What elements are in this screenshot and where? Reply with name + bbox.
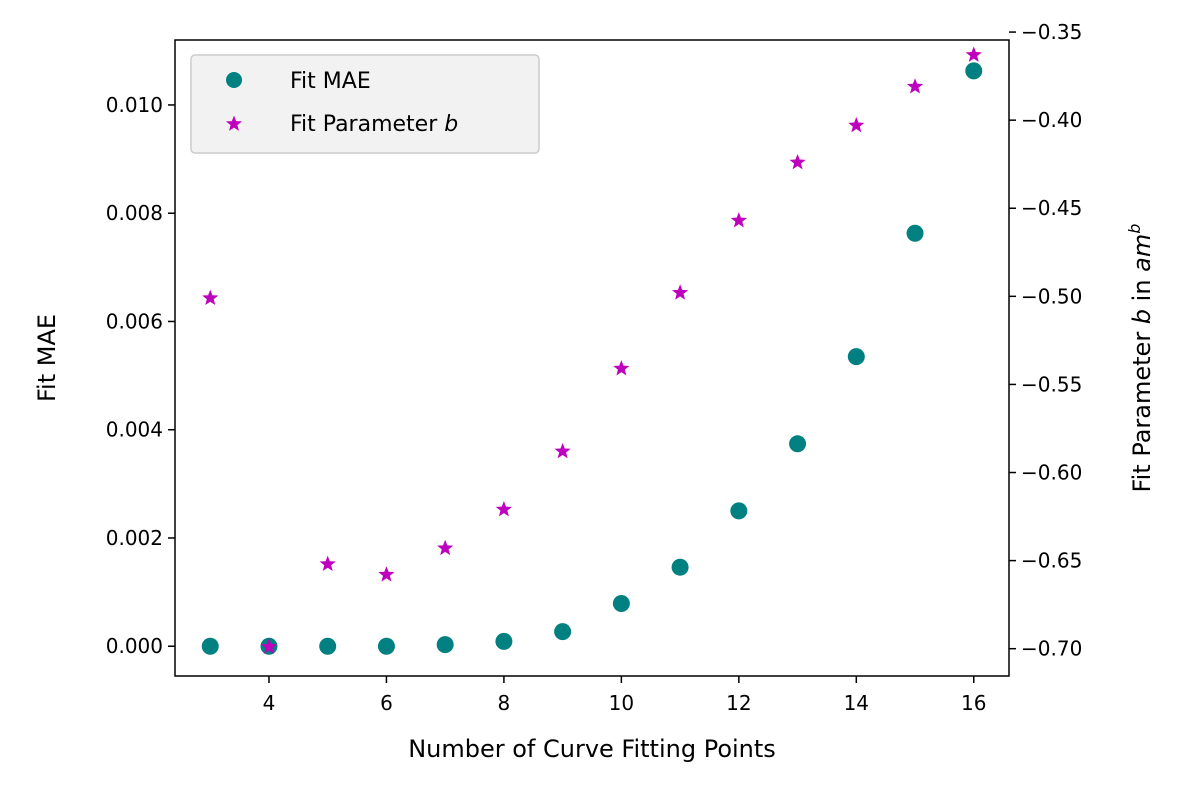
right-y-axis-ticks: −0.70 −0.65 −0.60 −0.55 −0.50 −0.45 −0.40 −0.35 [1009,20,1082,661]
data-point-fit-parameter-b [672,284,689,300]
data-point-fit-mae [377,637,395,655]
data-point-fit-parameter-b [906,78,924,94]
right-y-tick-label: −0.50 [1021,284,1082,308]
data-point-fit-parameter-b [495,501,512,517]
data-point-fit-mae [319,637,337,655]
right-y-axis-title-sup: b [1125,224,1144,234]
data-point-fit-mae [554,623,572,641]
x-axis-ticks: 4 6 8 10 12 14 16 [263,676,986,715]
left-y-tick-label: 0.002 [106,526,163,550]
x-tick-label: 8 [498,691,511,715]
legend-marker-fit-mae [226,72,242,88]
right-y-axis-title: Fit Parameter b in amb [1125,224,1156,493]
right-y-tick-label: −0.70 [1021,637,1082,661]
data-point-fit-mae [730,502,748,520]
data-point-fit-mae [495,632,513,650]
legend-label-fit-parameter-b: Fit Parameter b [290,112,458,137]
data-point-fit-mae [671,558,689,576]
data-point-fit-parameter-b [378,566,395,582]
data-point-fit-mae [847,348,865,366]
legend-marker-fit-parameter-b [225,115,243,131]
left-y-axis-ticks: 0.000 0.002 0.004 0.006 0.008 0.010 [106,93,175,658]
data-point-fit-parameter-b [202,289,219,305]
x-tick-label: 6 [380,691,393,715]
series-fit-mae [201,62,983,655]
data-point-fit-mae [612,594,630,612]
data-point-fit-parameter-b [554,442,571,459]
right-y-axis-title-var: b [1128,309,1156,324]
data-point-fit-parameter-b [613,360,630,376]
left-y-axis-title: Fit MAE [33,314,61,402]
left-y-tick-label: 0.008 [106,201,163,225]
legend: Fit MAE Fit Parameter b [190,54,540,154]
data-point-fit-mae [906,224,924,242]
right-y-tick-label: −0.40 [1021,108,1082,132]
data-point-fit-parameter-b [789,153,806,170]
x-tick-label: 12 [726,691,751,715]
x-axis-title: Number of Curve Fitting Points [408,735,776,763]
left-y-tick-label: 0.004 [106,418,163,442]
legend-label-fit-mae: Fit MAE [290,69,371,94]
legend-label-fit-parameter-b-var: b [444,112,458,137]
right-y-tick-label: −0.60 [1021,461,1082,485]
legend-box [190,54,540,154]
series-fit-parameter-b [202,46,982,654]
data-point-fit-parameter-b [730,212,747,228]
data-point-fit-parameter-b [319,555,336,571]
right-y-tick-label: −0.65 [1021,549,1082,573]
x-tick-label: 14 [844,691,869,715]
plot-frame [174,39,1010,677]
right-y-axis-title-base: am [1128,234,1156,272]
x-tick-label: 16 [961,691,986,715]
left-y-tick-label: 0.000 [106,634,163,658]
right-y-tick-label: −0.35 [1021,20,1082,44]
data-point-fit-mae [201,637,219,655]
data-point-fit-parameter-b [437,539,454,556]
data-point-fit-mae [436,636,454,654]
x-tick-label: 4 [263,691,276,715]
right-y-axis-title-middle: in [1128,272,1156,309]
legend-label-fit-parameter-b-prefix: Fit Parameter [290,112,444,137]
data-point-fit-mae [789,435,807,453]
data-point-fit-parameter-b [260,638,278,654]
right-y-tick-label: −0.45 [1021,196,1082,220]
data-point-fit-mae [965,62,983,80]
right-y-tick-label: −0.55 [1021,372,1082,396]
data-point-fit-parameter-b [848,116,865,133]
right-y-axis-title-prefix: Fit Parameter [1128,324,1156,492]
data-point-fit-parameter-b [965,46,982,62]
x-tick-label: 10 [609,691,634,715]
left-y-tick-label: 0.006 [106,309,163,333]
left-y-tick-label: 0.010 [106,93,163,117]
